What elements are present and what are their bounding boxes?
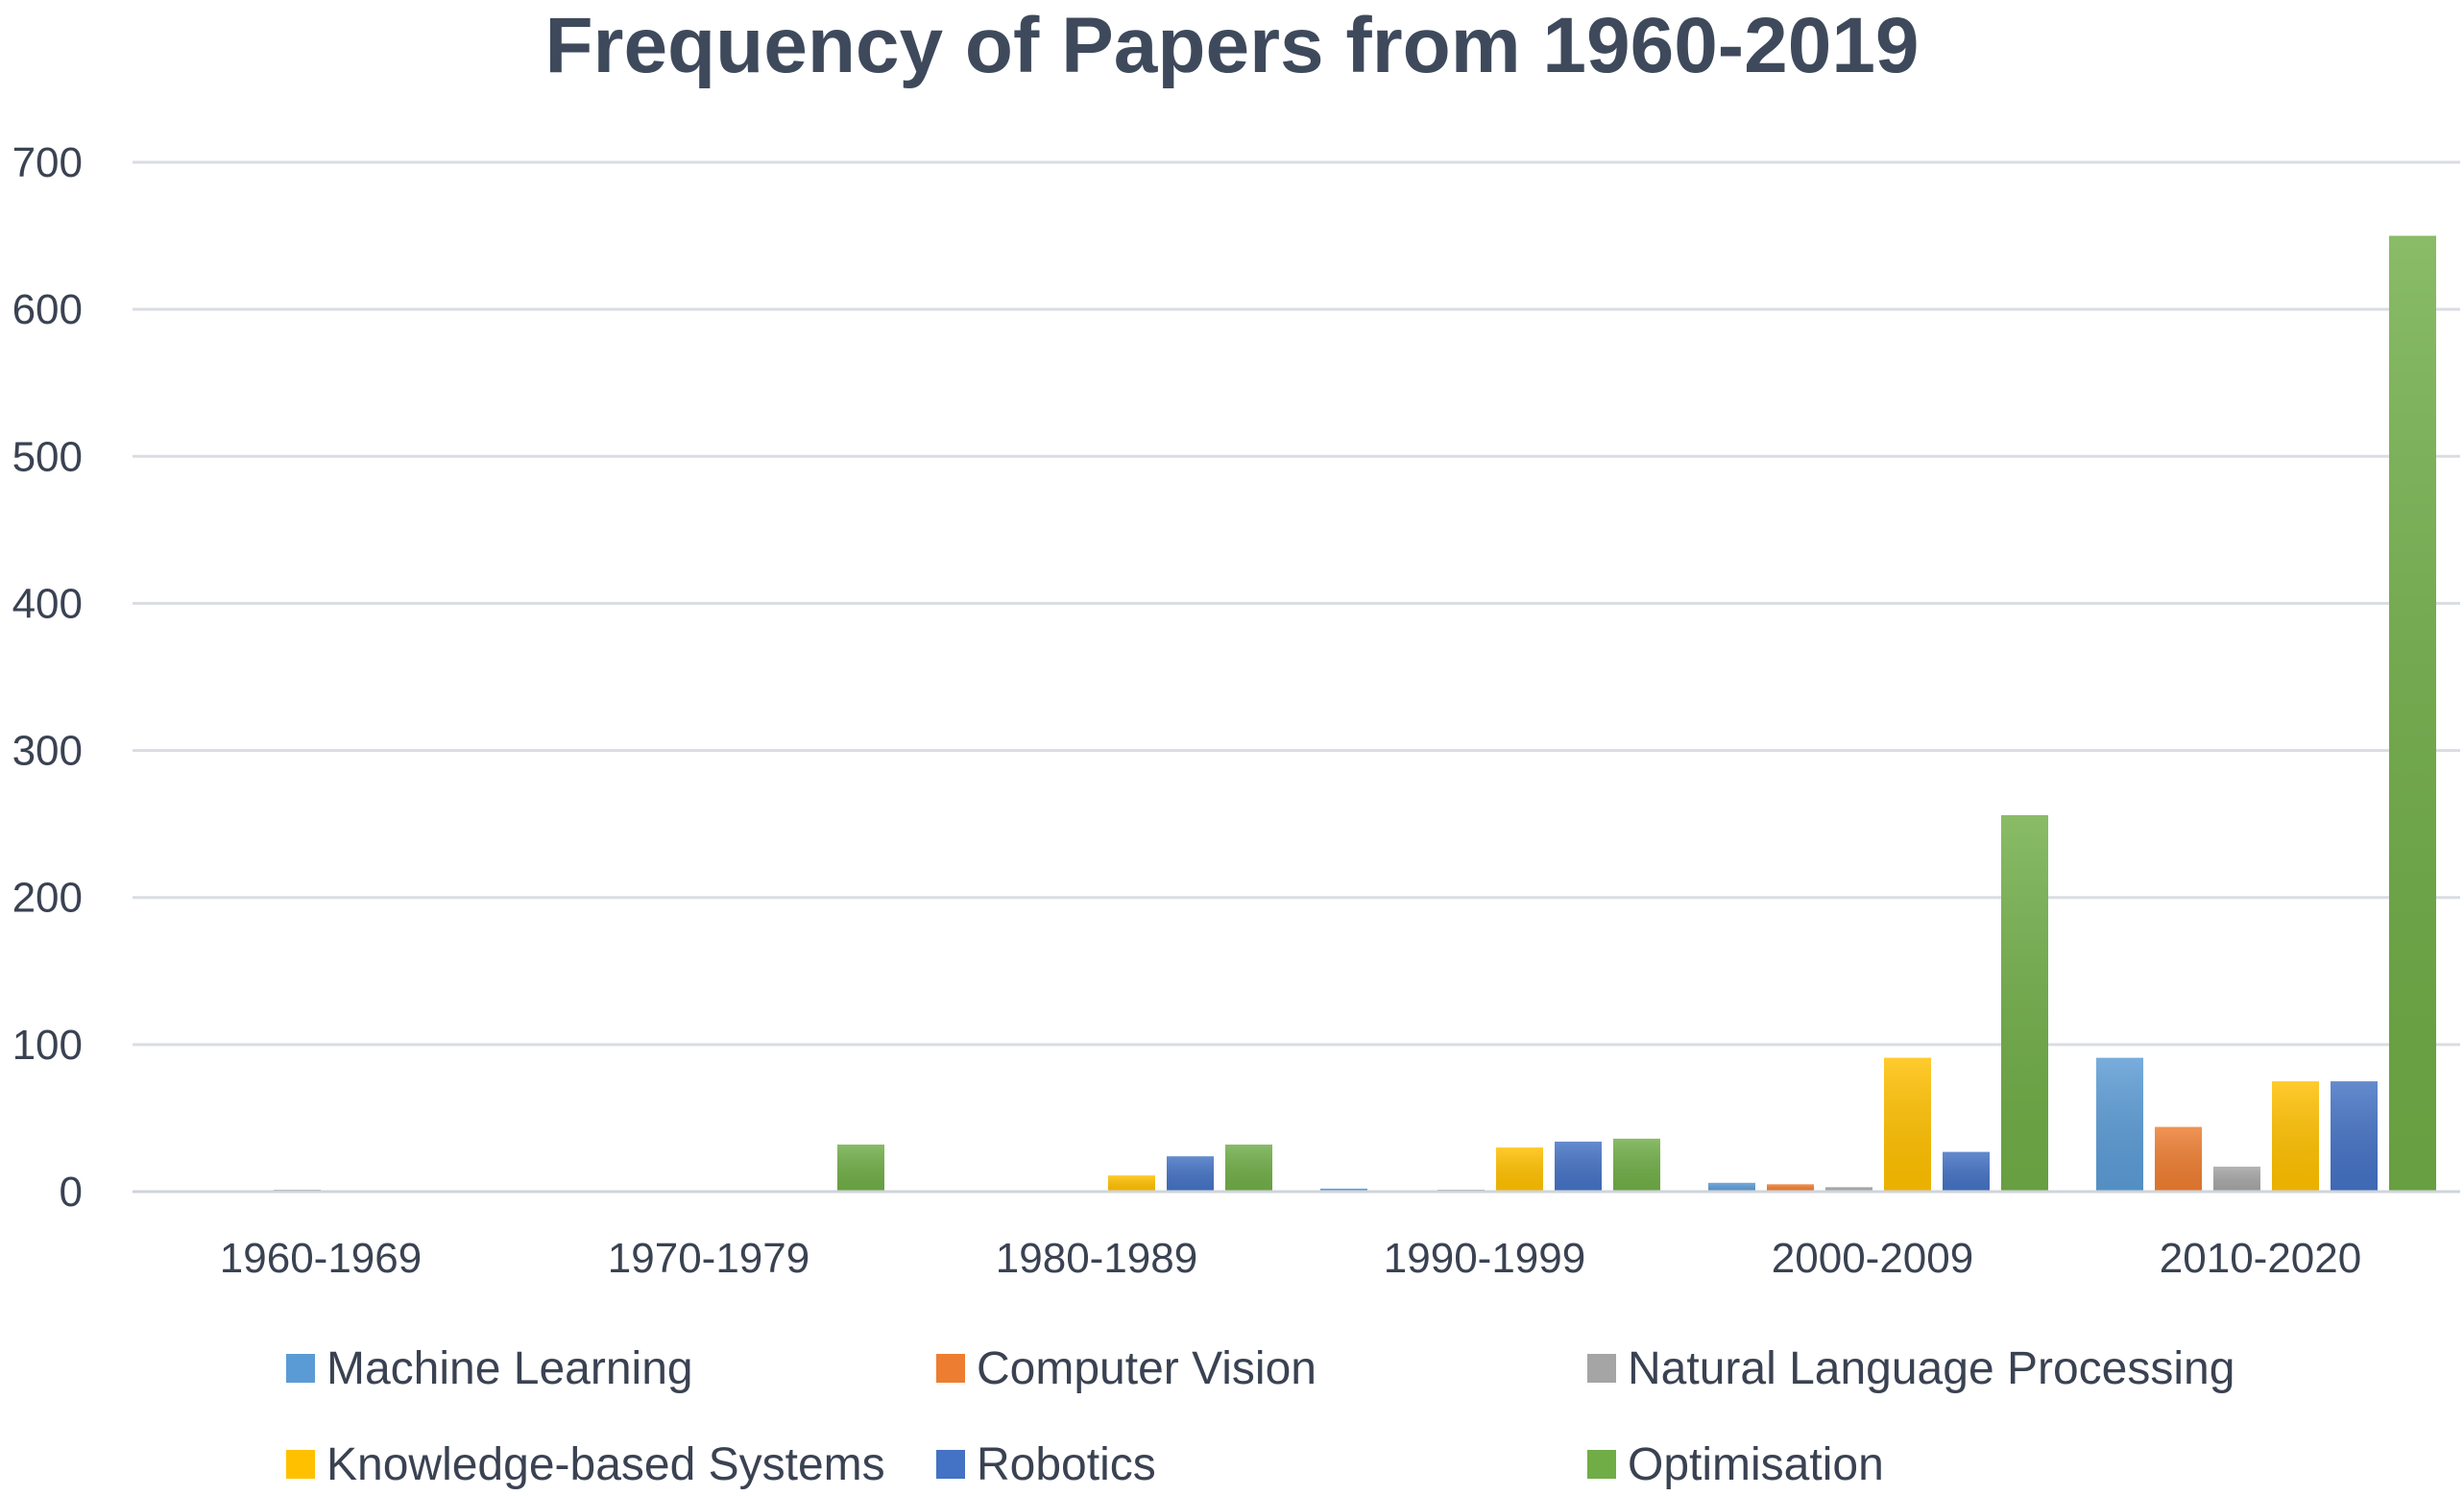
legend-swatch <box>1587 1354 1616 1383</box>
gridlines <box>133 160 2460 1194</box>
bar-shade <box>2389 235 2436 1193</box>
bar <box>1825 1187 1872 1192</box>
x-tick-label: 1990-1999 <box>1384 1235 1585 1282</box>
bar-shade <box>1555 1141 1602 1192</box>
bar-shade <box>837 1144 884 1192</box>
bars <box>157 235 2436 1193</box>
y-tick-label: 500 <box>12 433 83 480</box>
x-tick-label: 2010-2020 <box>2160 1235 2361 1282</box>
legend-swatch <box>1587 1450 1616 1479</box>
chart-title: Frequency of Papers from 1960-2019 <box>544 2 1920 89</box>
y-tick-label: 700 <box>12 139 83 186</box>
bar-shade <box>1496 1147 1543 1192</box>
y-tick-label: 100 <box>12 1022 83 1069</box>
bar-shade <box>1167 1156 1214 1192</box>
legend-label: Computer Vision <box>977 1343 1317 1394</box>
y-tick-label: 200 <box>12 875 83 922</box>
y-tick-label: 300 <box>12 728 83 775</box>
legend-label: Knowledge-based Systems <box>326 1439 885 1490</box>
y-tick-label: 400 <box>12 580 83 627</box>
legend-item: Knowledge-based Systems <box>286 1439 885 1490</box>
legend-swatch <box>286 1354 315 1383</box>
bar-shade <box>1943 1151 1990 1192</box>
x-tick-label: 1960-1969 <box>220 1235 422 1282</box>
legend-label: Optimisation <box>1628 1439 1884 1490</box>
legend-swatch <box>936 1354 965 1383</box>
legend: Machine Learning Computer Vision Natural L… <box>286 1343 2235 1490</box>
legend-item: Optimisation <box>1587 1439 1884 1490</box>
bar-shade <box>1767 1184 1814 1192</box>
legend-label: Machine Learning <box>326 1343 693 1394</box>
bar-shade <box>1108 1175 1155 1192</box>
bar-shade <box>2272 1081 2319 1192</box>
bar-shade <box>2096 1057 2143 1192</box>
x-tick-label: 1980-1989 <box>996 1235 1197 1282</box>
x-axis: 1960-1969 1970-1979 1980-1989 1990-1999 2000… <box>133 1190 2460 1282</box>
y-axis: 0 100 200 300 400 500 600 700 <box>12 139 83 1216</box>
bar-shade <box>2155 1126 2202 1192</box>
y-tick-label: 0 <box>60 1169 83 1216</box>
bar <box>1320 1188 1367 1192</box>
bar-shade <box>1884 1057 1931 1192</box>
legend-item: Robotics <box>936 1439 1156 1490</box>
legend-swatch <box>286 1450 315 1479</box>
legend-item: Natural Language Processing <box>1587 1343 2235 1394</box>
legend-swatch <box>936 1450 965 1479</box>
x-tick-label: 1970-1979 <box>608 1235 809 1282</box>
bar-shade <box>1708 1182 1755 1192</box>
bar-shade <box>2001 814 2048 1192</box>
legend-item: Computer Vision <box>936 1343 1317 1394</box>
legend-label: Robotics <box>977 1439 1156 1490</box>
legend-item: Machine Learning <box>286 1343 693 1394</box>
legend-label: Natural Language Processing <box>1628 1343 2235 1394</box>
x-tick-label: 2000-2009 <box>1772 1235 1973 1282</box>
bar-shade <box>2331 1081 2378 1192</box>
bar-shade <box>1613 1138 1660 1192</box>
bar-shade <box>1225 1144 1272 1192</box>
y-tick-label: 600 <box>12 286 83 333</box>
bar-shade <box>2213 1166 2260 1192</box>
